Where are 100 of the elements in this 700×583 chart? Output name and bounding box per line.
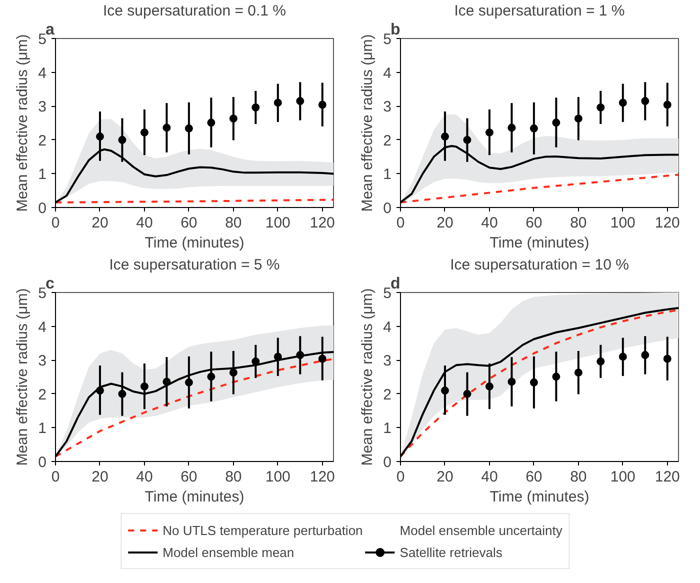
y-tick-label: 3: [383, 352, 392, 370]
text: b: [390, 22, 400, 38]
point: [530, 124, 538, 132]
point: [252, 357, 260, 366]
x-tick-label: 80: [225, 468, 242, 486]
x-tick-label: 100: [265, 214, 290, 232]
y-tick-label: 5: [38, 285, 46, 302]
x-tick-label: 80: [225, 214, 242, 232]
point: [463, 136, 472, 144]
legend-label: No UTLS temperature perturbation: [162, 522, 363, 538]
point: [641, 351, 650, 360]
y-tick-label: 0: [38, 454, 46, 471]
point: [229, 114, 238, 123]
x-tick-label: 60: [180, 468, 198, 486]
y-tick-label: 2: [383, 386, 392, 404]
point: [618, 98, 627, 107]
point: [508, 124, 516, 132]
point: [440, 132, 449, 141]
text: d: [390, 276, 400, 292]
y-tick-label: 3: [383, 98, 392, 116]
x-axis-title: Time (minutes): [490, 234, 590, 252]
y-tick-label: 0: [383, 454, 392, 471]
point: [207, 118, 216, 127]
y-tick-label: 4: [383, 318, 392, 336]
point: [118, 136, 126, 144]
x-tick-label: 40: [136, 214, 153, 232]
point: [574, 368, 582, 377]
point: [552, 372, 560, 381]
point: [162, 378, 171, 386]
y-tick-label: 1: [38, 166, 46, 184]
point: [184, 124, 193, 132]
x-tick-label: 120: [310, 468, 335, 486]
x-tick-label: 0: [396, 468, 405, 486]
y-axis-title: Mean effective radius (μm): [14, 34, 32, 212]
chart-title: Ice supersaturation = 0.1 %: [102, 2, 286, 20]
point: [274, 352, 282, 361]
y-tick-label: 4: [38, 64, 46, 82]
point: [530, 378, 538, 386]
chart-title: Ice supersaturation = 5 %: [109, 256, 280, 274]
x-axis-title: Time (minutes): [144, 234, 244, 252]
y-tick-label: 1: [38, 420, 46, 438]
point: [440, 386, 449, 395]
point: [463, 390, 472, 398]
point: [641, 97, 650, 106]
x-tick-label: 0: [396, 214, 405, 232]
point: [96, 386, 104, 395]
point: [618, 352, 627, 361]
x-tick-label: 100: [610, 214, 636, 232]
x-tick-label: 40: [136, 468, 153, 486]
x-tick-label: 40: [481, 214, 498, 232]
point: [485, 382, 494, 390]
x-axis-title: Time (minutes): [490, 488, 590, 506]
point: [318, 100, 326, 109]
point: [140, 382, 148, 390]
point: [140, 128, 148, 136]
x-tick-label: 20: [436, 468, 454, 486]
y-tick-label: 1: [383, 166, 392, 184]
point: [318, 354, 326, 363]
point: [252, 103, 260, 112]
x-tick-label: 100: [265, 468, 290, 486]
x-tick-label: 20: [92, 214, 108, 232]
point: [596, 357, 605, 366]
point: [485, 128, 494, 136]
x-tick-label: 0: [51, 214, 60, 232]
y-axis-title: Mean effective radius (μm): [14, 288, 32, 466]
y-tick-label: 5: [383, 285, 392, 302]
y-tick-label: 2: [38, 386, 46, 404]
point: [207, 372, 216, 381]
x-tick-label: 60: [526, 468, 542, 486]
y-tick-label: 5: [383, 31, 392, 48]
point: [596, 103, 605, 112]
x-tick-label: 60: [526, 214, 542, 232]
x-tick-label: 120: [654, 214, 680, 232]
y-axis-title: Mean effective radius (μm): [359, 288, 376, 466]
x-tick-label: 120: [310, 214, 335, 232]
y-tick-label: 0: [38, 200, 46, 217]
y-axis-title: Mean effective radius (μm): [359, 34, 376, 212]
point: [508, 378, 516, 386]
y-tick-label: 4: [38, 318, 46, 336]
point: [296, 351, 304, 360]
legend-label: Model ensemble mean: [162, 544, 294, 560]
y-tick-label: 3: [38, 98, 46, 116]
text: c: [46, 276, 54, 292]
x-tick-label: 0: [51, 468, 60, 486]
x-tick-label: 120: [654, 468, 680, 486]
y-tick-label: 2: [383, 132, 392, 150]
y-tick-label: 3: [38, 352, 46, 370]
y-tick-label: 5: [38, 31, 46, 48]
point: [296, 97, 304, 106]
y-tick-label: 0: [383, 200, 392, 217]
point: [663, 354, 672, 363]
y-tick-label: 1: [383, 420, 392, 438]
point: [184, 378, 193, 386]
chart-title: Ice supersaturation = 10 %: [450, 256, 629, 274]
x-tick-label: 80: [570, 468, 587, 486]
x-tick-label: 20: [436, 214, 454, 232]
x-tick-label: 20: [92, 468, 108, 486]
point: [118, 390, 126, 398]
point: [552, 118, 560, 127]
x-tick-label: 60: [180, 214, 198, 232]
